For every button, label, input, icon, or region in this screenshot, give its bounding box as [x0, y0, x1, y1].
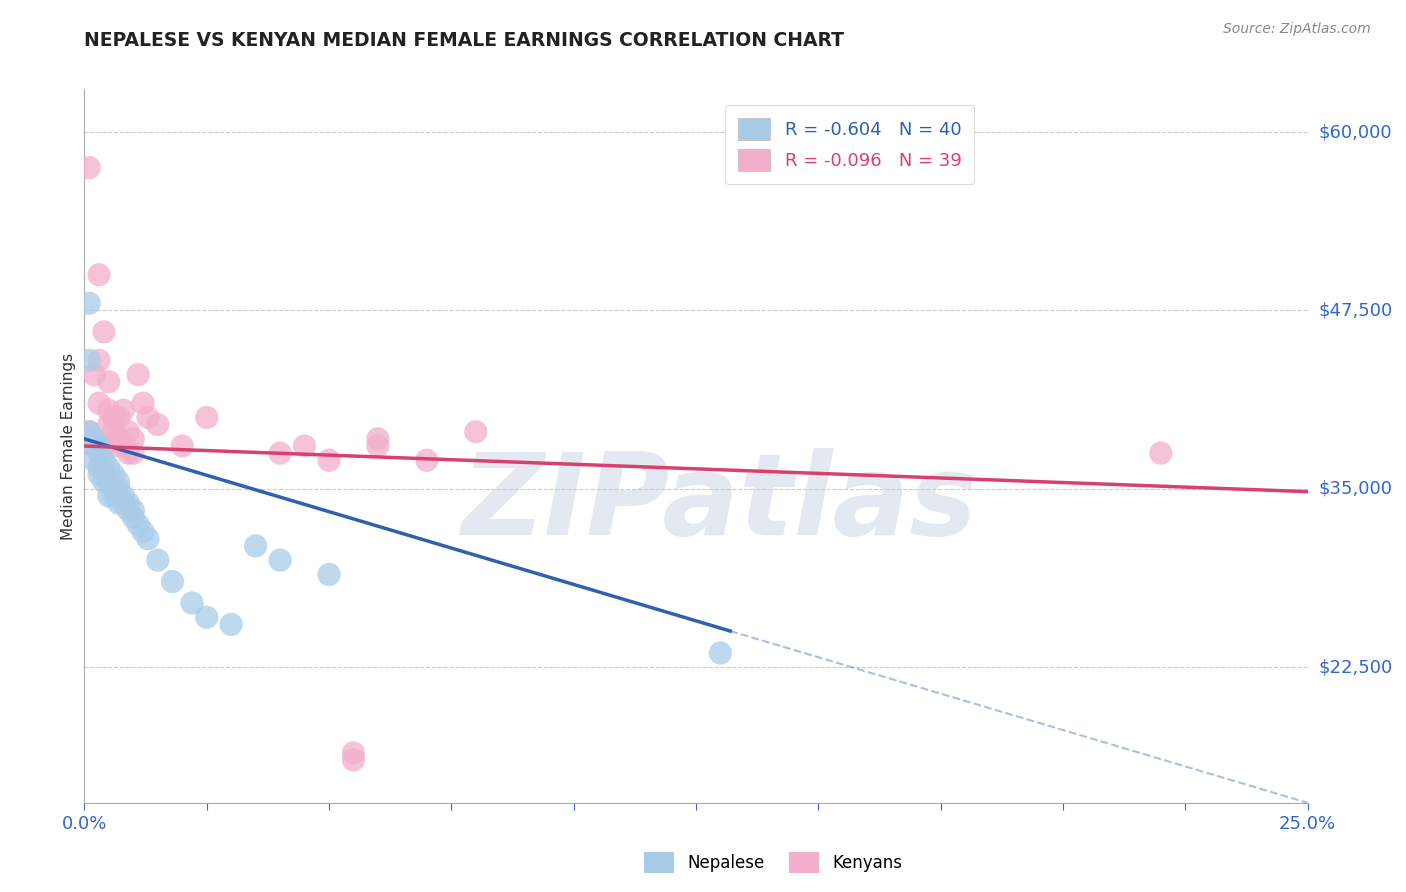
Point [709, 646, 731, 660]
Text: $47,500: $47,500 [1319, 301, 1393, 319]
Point [103, 482, 125, 496]
Legend: R = -0.604   N = 40, R = -0.096   N = 39: R = -0.604 N = 40, R = -0.096 N = 39 [725, 105, 974, 184]
Point [103, 410, 125, 425]
Point [172, 439, 194, 453]
Text: $60,000: $60,000 [1319, 123, 1392, 141]
Point [97, 475, 120, 489]
Point [112, 489, 135, 503]
Point [103, 489, 125, 503]
Point [219, 617, 242, 632]
Point [77, 425, 100, 439]
Point [83, 453, 105, 467]
Point [87, 396, 110, 410]
Point [77, 296, 100, 310]
Point [107, 410, 129, 425]
Point [318, 453, 340, 467]
Point [112, 403, 135, 417]
Point [117, 425, 139, 439]
Point [132, 396, 155, 410]
Text: Source: ZipAtlas.com: Source: ZipAtlas.com [1223, 22, 1371, 37]
Point [136, 410, 159, 425]
Point [146, 417, 169, 432]
Point [107, 475, 129, 489]
Point [464, 425, 486, 439]
Point [269, 446, 291, 460]
Point [103, 439, 125, 453]
Point [117, 446, 139, 460]
Text: ZIPatlas: ZIPatlas [463, 448, 979, 558]
Point [132, 524, 155, 539]
Point [162, 574, 184, 589]
Point [93, 453, 115, 467]
Text: NEPALESE VS KENYAN MEDIAN FEMALE EARNINGS CORRELATION CHART: NEPALESE VS KENYAN MEDIAN FEMALE EARNING… [84, 31, 845, 50]
Point [122, 503, 145, 517]
Point [122, 510, 145, 524]
Point [181, 596, 204, 610]
Point [1150, 446, 1173, 460]
Point [112, 496, 135, 510]
Point [367, 432, 389, 446]
Point [97, 489, 120, 503]
Point [107, 432, 129, 446]
Point [136, 532, 159, 546]
Point [87, 353, 110, 368]
Point [342, 753, 364, 767]
Point [103, 425, 125, 439]
Point [93, 467, 115, 482]
Point [93, 475, 115, 489]
Point [107, 496, 129, 510]
Point [97, 460, 120, 475]
Point [318, 567, 340, 582]
Point [83, 439, 105, 453]
Point [87, 446, 110, 460]
Text: $22,500: $22,500 [1319, 658, 1393, 676]
Point [87, 439, 110, 453]
Point [294, 439, 316, 453]
Point [93, 439, 115, 453]
Point [87, 460, 110, 475]
Point [367, 439, 389, 453]
Point [195, 610, 218, 624]
Point [245, 539, 267, 553]
Point [87, 467, 110, 482]
Point [195, 410, 218, 425]
Point [112, 439, 135, 453]
Point [77, 161, 100, 175]
Point [342, 746, 364, 760]
Point [146, 553, 169, 567]
Point [83, 432, 105, 446]
Point [97, 417, 120, 432]
Point [107, 482, 129, 496]
Point [122, 446, 145, 460]
Point [127, 517, 149, 532]
Point [103, 467, 125, 482]
Text: $35,000: $35,000 [1319, 480, 1393, 498]
Y-axis label: Median Female Earnings: Median Female Earnings [60, 352, 76, 540]
Point [93, 325, 115, 339]
Point [77, 353, 100, 368]
Point [97, 375, 120, 389]
Point [117, 496, 139, 510]
Point [416, 453, 439, 467]
Legend: Nepalese, Kenyans: Nepalese, Kenyans [637, 846, 910, 880]
Point [127, 368, 149, 382]
Point [77, 425, 100, 439]
Point [87, 268, 110, 282]
Point [97, 403, 120, 417]
Point [117, 503, 139, 517]
Point [269, 553, 291, 567]
Point [83, 439, 105, 453]
Point [83, 368, 105, 382]
Point [122, 432, 145, 446]
